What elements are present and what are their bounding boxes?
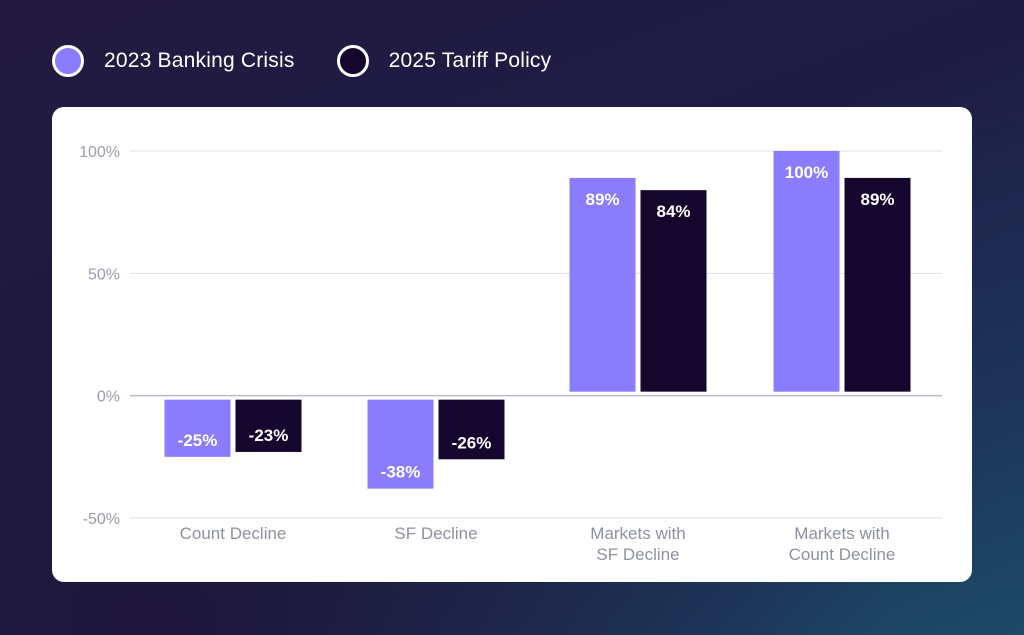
data-label: -26% <box>452 433 492 452</box>
data-label: 100% <box>785 163 828 182</box>
bar <box>844 177 911 392</box>
bar-chart: 100% 50% 0% -50% -25% -38% 89% 100% -23% -26% 84% 8… <box>79 144 942 564</box>
x-category-label: SF Decline <box>394 524 477 543</box>
data-label: -25% <box>178 431 218 450</box>
legend-label-banking-crisis: 2023 Banking Crisis <box>104 49 295 72</box>
data-label: -38% <box>381 463 421 482</box>
legend-label-tariff-policy: 2025 Tariff Policy <box>388 49 552 72</box>
y-tick-label: 100% <box>79 144 120 161</box>
bar <box>640 190 707 392</box>
bar <box>367 399 434 489</box>
x-category-label: SF Decline <box>596 545 679 564</box>
y-tick-label: 0% <box>97 389 120 406</box>
x-category-label: Markets with <box>794 524 889 543</box>
chart-legend: 2023 Banking Crisis 2025 Tariff Policy <box>52 42 593 80</box>
data-label: 84% <box>656 202 690 221</box>
legend-swatch-tariff-policy <box>336 45 369 77</box>
y-tick-label: -50% <box>83 511 120 528</box>
data-label: -23% <box>249 426 289 445</box>
data-label: 89% <box>585 190 619 209</box>
bar <box>164 399 231 457</box>
x-category-label: Count Decline <box>180 524 287 543</box>
legend-item-tariff-policy: 2025 Tariff Policy <box>336 45 552 77</box>
data-label: 89% <box>860 190 894 209</box>
legend-item-banking-crisis: 2023 Banking Crisis <box>52 45 295 77</box>
chart-card: 100% 50% 0% -50% -25% -38% 89% 100% -23% -26% 84% 8… <box>52 107 972 582</box>
legend-swatch-banking-crisis <box>52 45 84 77</box>
bar <box>773 151 840 392</box>
bar <box>438 399 505 460</box>
x-category-label: Markets with <box>590 524 685 543</box>
bar <box>235 399 302 452</box>
y-tick-label: 50% <box>88 266 120 283</box>
bar <box>569 177 636 392</box>
x-category-label: Count Decline <box>789 545 896 564</box>
